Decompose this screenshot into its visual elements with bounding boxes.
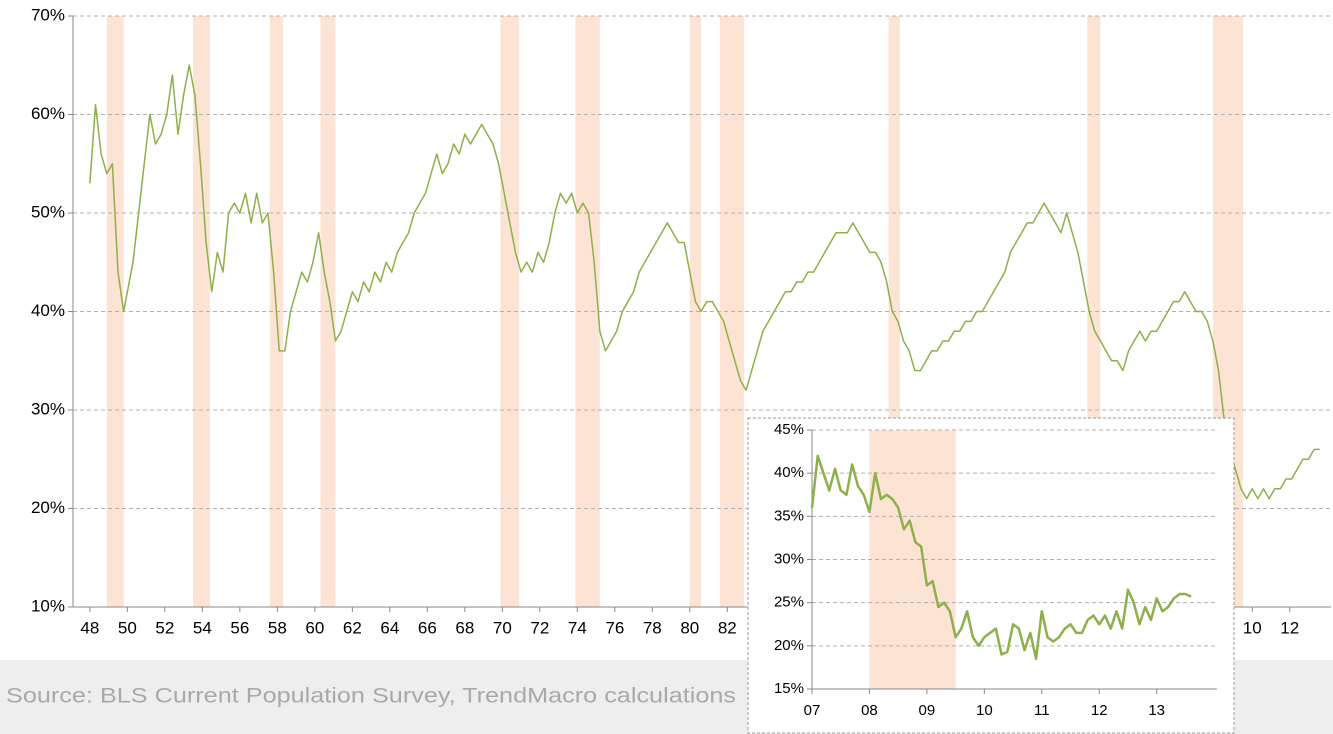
y-tick-label: 15% <box>774 680 804 697</box>
x-tick-label: 54 <box>193 618 212 637</box>
x-tick-label: 12 <box>1091 702 1108 719</box>
x-tick-label: 10 <box>1243 618 1262 637</box>
y-tick-label: 60% <box>31 104 65 123</box>
x-tick-label: 82 <box>718 618 737 637</box>
y-tick-label: 20% <box>774 637 804 654</box>
x-tick-label: 64 <box>380 618 399 637</box>
x-tick-label: 07 <box>804 702 821 719</box>
data-line <box>89 64 1320 500</box>
y-tick-label: 10% <box>31 596 65 615</box>
recession-shade <box>689 16 702 607</box>
y-tick-label: 50% <box>31 202 65 221</box>
x-tick-label: 12 <box>1280 618 1299 637</box>
x-tick-label: 50 <box>118 618 137 637</box>
x-tick-label: 72 <box>530 618 549 637</box>
y-tick-label: 20% <box>31 498 65 517</box>
source-note: Source: BLS Current Population Survey, T… <box>6 685 736 708</box>
data-line <box>810 454 1192 661</box>
x-tick-label: 56 <box>230 618 249 637</box>
x-tick-label: 68 <box>455 618 474 637</box>
x-tick-label: 62 <box>343 618 362 637</box>
y-tick-label: 30% <box>774 550 804 567</box>
x-tick-label: 60 <box>305 618 324 637</box>
x-tick-label: 09 <box>919 702 936 719</box>
y-tick-label: 30% <box>31 399 65 418</box>
x-tick-label: 78 <box>643 618 662 637</box>
inset-frame <box>747 417 1235 734</box>
x-tick-label: 66 <box>418 618 437 637</box>
x-tick-label: 80 <box>680 618 699 637</box>
x-tick-label: 11 <box>1034 702 1050 719</box>
x-tick-label: 10 <box>976 702 993 719</box>
y-tick-label: 35% <box>774 507 804 524</box>
x-tick-label: 08 <box>861 702 878 719</box>
y-tick-label: 70% <box>31 5 65 24</box>
x-tick-label: 76 <box>605 618 624 637</box>
x-tick-label: 52 <box>155 618 174 637</box>
x-tick-label: 70 <box>493 618 512 637</box>
y-tick-label: 40% <box>774 464 804 481</box>
x-tick-label: 13 <box>1148 702 1165 719</box>
y-tick-label: 45% <box>774 421 804 438</box>
x-tick-label: 74 <box>568 618 587 637</box>
y-tick-label: 40% <box>31 301 65 320</box>
x-tick-label: 58 <box>268 618 287 637</box>
x-tick-label: 48 <box>80 618 99 637</box>
y-tick-label: 25% <box>774 594 804 611</box>
